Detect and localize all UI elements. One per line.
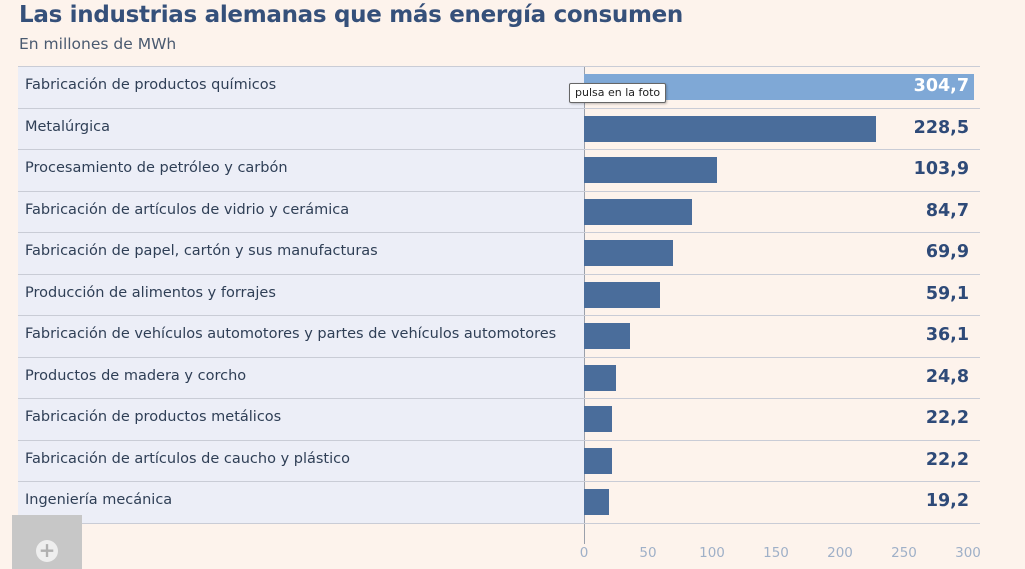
x-tick-label: 0 [579,545,589,561]
category-label: Fabricación de artículos de caucho y plá… [25,450,350,467]
value-label: 22,2 [925,408,969,428]
category-label-panel [18,66,584,523]
bar[interactable] [584,447,613,474]
value-label: 22,2 [925,449,969,470]
value-label: 84,7 [925,200,969,221]
value-label: 304,7 [913,76,969,96]
row-divider [18,273,980,275]
row-divider [18,315,980,316]
value-label: 59,1 [925,283,969,304]
value-label: 228,5 [913,117,969,138]
category-label: Fabricación de productos químicos [25,77,277,93]
category-label: Fabricación de productos metálicos [25,409,282,425]
x-tick-label: 50 [639,545,657,561]
x-tick-label: 200 [827,545,853,561]
category-label: Fabricación de papel, cartón y sus manuf… [25,243,378,259]
category-label: Procesamiento de petróleo y carbón [25,160,288,176]
bar[interactable] [584,489,609,515]
x-tick-label: 300 [955,545,981,561]
x-tick-label: 150 [763,545,789,561]
expand-button[interactable]: + [12,515,82,569]
page-title: Las industrias alemanas que más energía … [19,2,684,28]
bar[interactable] [584,323,631,349]
category-label: Ingeniería mecánica [25,492,173,508]
row-divider [18,398,980,399]
x-tick-label: 250 [891,545,917,561]
bar[interactable] [584,115,877,142]
row-divider [18,439,980,441]
page-subtitle: En millones de MWh [19,35,177,53]
value-label: 36,1 [925,325,969,345]
bar[interactable] [584,198,693,225]
bar[interactable] [584,406,613,432]
row-divider [18,66,980,67]
category-label: Fabricación de artículos de vidrio y cer… [25,201,350,218]
category-label: Fabricación de vehículos automotores y p… [25,326,557,342]
row-divider [18,481,980,482]
value-label: 69,9 [925,242,969,262]
row-divider [18,522,980,524]
value-label: 103,9 [913,159,969,179]
bar[interactable] [584,364,616,391]
row-divider [18,356,980,358]
bar[interactable] [584,240,674,266]
row-divider [18,232,980,233]
category-label: Metalúrgica [25,118,111,135]
value-label: 24,8 [925,366,969,387]
row-divider [18,190,980,192]
category-label: Producción de alimentos y forrajes [25,284,276,301]
bar[interactable] [584,157,717,183]
category-label: Productos de madera y corcho [25,367,247,384]
tooltip: pulsa en la foto [569,83,667,103]
row-divider [18,149,980,150]
x-tick-label: 100 [699,545,725,561]
bar[interactable] [584,281,660,308]
row-divider [18,107,980,109]
value-label: 19,2 [925,491,969,511]
plus-icon: + [36,540,58,562]
